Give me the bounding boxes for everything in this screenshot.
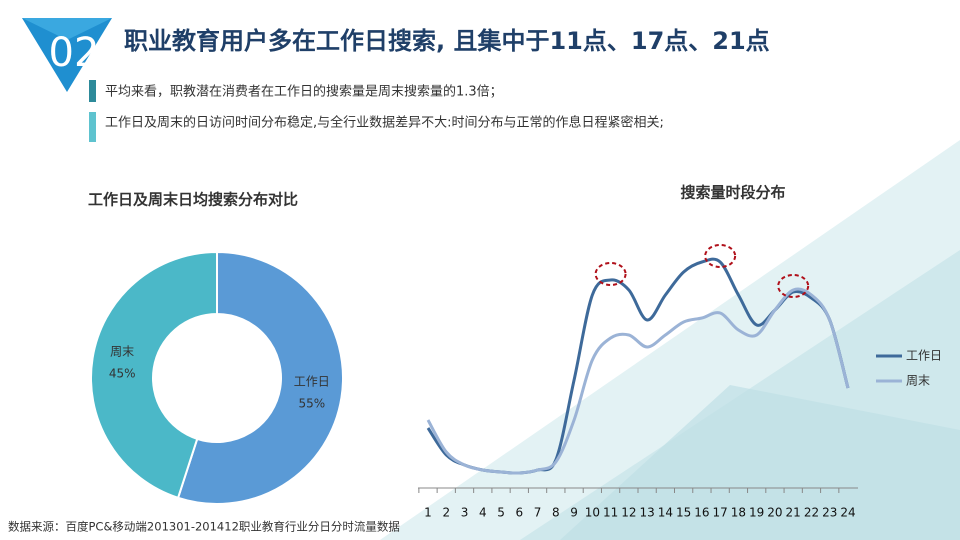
- bullet-bar: [89, 112, 96, 142]
- slice-label: 周末: [110, 344, 134, 358]
- bg-shape: [560, 385, 960, 540]
- x-tick-label: 24: [840, 506, 855, 520]
- x-tick-label: 22: [804, 506, 819, 520]
- heading: 职业教育用户多在工作日搜索, 且集中于11点、17点、21点: [124, 27, 770, 55]
- badge-shape: [22, 18, 112, 92]
- slice-value: 45%: [109, 366, 136, 380]
- slice-label: 工作日: [294, 375, 330, 389]
- x-tick-label: 1: [424, 506, 432, 520]
- x-tick-label: 12: [621, 506, 636, 520]
- x-tick-label: 14: [658, 506, 673, 520]
- x-tick-label: 15: [676, 506, 691, 520]
- highlight-circle: [594, 262, 627, 286]
- donut-slice: [90, 250, 218, 500]
- x-tick-label: 11: [603, 506, 618, 520]
- x-tick-label: 13: [639, 506, 654, 520]
- badge-number: 02: [49, 30, 100, 76]
- bullet: 平均来看，职教潜在消费者在工作日的搜索量是周末搜索量的1.3倍；: [105, 84, 503, 100]
- x-tick-label: 8: [552, 506, 560, 520]
- donut-slice: [176, 250, 344, 505]
- series-line: [426, 287, 850, 475]
- bullet: 工作日及周末的日访问时间分布稳定,与全行业数据差异不大:时间分布与正常的作息日程…: [105, 115, 664, 131]
- chart-title: 搜索量时段分布: [680, 184, 785, 202]
- x-tick-label: 23: [822, 506, 837, 520]
- x-tick-label: 4: [479, 506, 487, 520]
- bullet-bar: [89, 80, 96, 102]
- x-tick-label: 21: [786, 506, 801, 520]
- x-tick-label: 10: [585, 506, 600, 520]
- badge-shape: [22, 18, 112, 40]
- x-tick-label: 7: [534, 506, 542, 520]
- x-tick-label: 6: [515, 506, 523, 520]
- x-tick-label: 9: [570, 506, 578, 520]
- x-tick-label: 18: [731, 506, 746, 520]
- highlight-circle: [704, 244, 737, 268]
- slice-value: 55%: [298, 397, 325, 411]
- legend-label: 工作日: [906, 349, 942, 363]
- x-tick-label: 19: [749, 506, 764, 520]
- x-tick-label: 20: [767, 506, 782, 520]
- highlight-circle: [777, 274, 810, 298]
- legend-label: 周末: [906, 374, 930, 388]
- x-tick-label: 2: [442, 506, 450, 520]
- chart-title: 工作日及周末日均搜索分布对比: [88, 191, 298, 209]
- x-tick-label: 3: [461, 506, 469, 520]
- x-tick-label: 5: [497, 506, 505, 520]
- x-tick-label: 16: [694, 506, 709, 520]
- x-tick-label: 17: [713, 506, 728, 520]
- source: 数据来源：百度PC&移动端201301-201412职业教育行业分日分时流量数据: [8, 520, 400, 534]
